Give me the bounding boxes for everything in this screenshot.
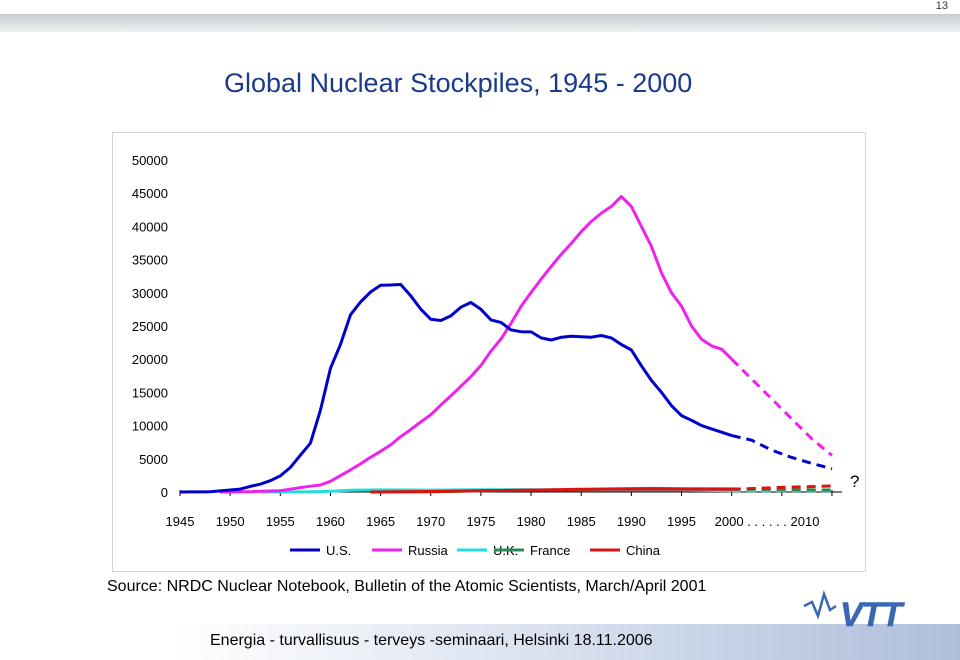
logo-text: VTT [840,596,905,632]
legend-label: Russia [408,543,449,558]
chart-area: 0 5000 10000 15000 20000 25000 30000 35000 40000… [112,132,866,572]
footer-band [0,624,960,660]
projection-line-russia [730,358,833,457]
x-tick-label: 1955 [266,514,295,529]
plot-area-border [112,132,866,572]
y-tick-label: 10000 [132,419,168,434]
y-tick-label: 45000 [132,186,168,201]
x-tick-label: 1995 [667,514,696,529]
line-chart: 0 5000 10000 15000 20000 25000 30000 35000 40000… [112,132,866,572]
x-tick-label: 2000 . . . . . . 2010 [715,514,820,529]
slide-title: Global Nuclear Stockpiles, 1945 - 2000 [224,68,693,98]
projection-line-china [731,484,833,491]
x-tick-label: 1990 [617,514,646,529]
x-tick-label: 1975 [466,514,495,529]
y-tick-label: 50000 [132,153,168,168]
y-tick-label: 15000 [132,385,168,400]
x-tick-label: 1980 [517,514,546,529]
x-tick-label: 1960 [316,514,345,529]
projection-line-us [731,434,833,471]
x-tick-label: 1950 [216,514,245,529]
series-line-us [179,283,733,494]
y-tick-label: 35000 [132,253,168,268]
series-line-china [370,487,732,494]
source-note: Source: NRDC Nuclear Notebook, Bulletin … [107,578,707,595]
y-tick-label: 5000 [139,452,168,467]
x-tick-label: 1965 [366,514,395,529]
vtt-logo: VTT [803,589,907,632]
y-tick-label: 25000 [132,319,168,334]
x-tick-label: 1945 [166,514,195,529]
page-number: 13 [935,0,948,12]
y-tick-label: 20000 [132,352,168,367]
y-tick-label: 40000 [132,219,168,234]
logo-wave [803,589,837,620]
legend-label: U.S. [326,543,351,558]
legend-label: France [530,543,570,558]
legend-label: China [626,543,661,558]
question-mark-label: ? [850,472,859,491]
footer-text: Energia - turvallisuus - terveys -semina… [210,632,653,649]
series-lines [179,195,833,494]
x-tick-label: 1985 [567,514,596,529]
axes: 0 5000 10000 15000 20000 25000 30000 35000 40000… [132,153,842,529]
x-tick-label: 1970 [416,514,445,529]
top-bar [0,0,960,12]
series-line-russia [220,195,733,494]
y-tick-label: 30000 [132,286,168,301]
y-tick-label: 0 [161,485,168,500]
header-band [0,14,960,32]
